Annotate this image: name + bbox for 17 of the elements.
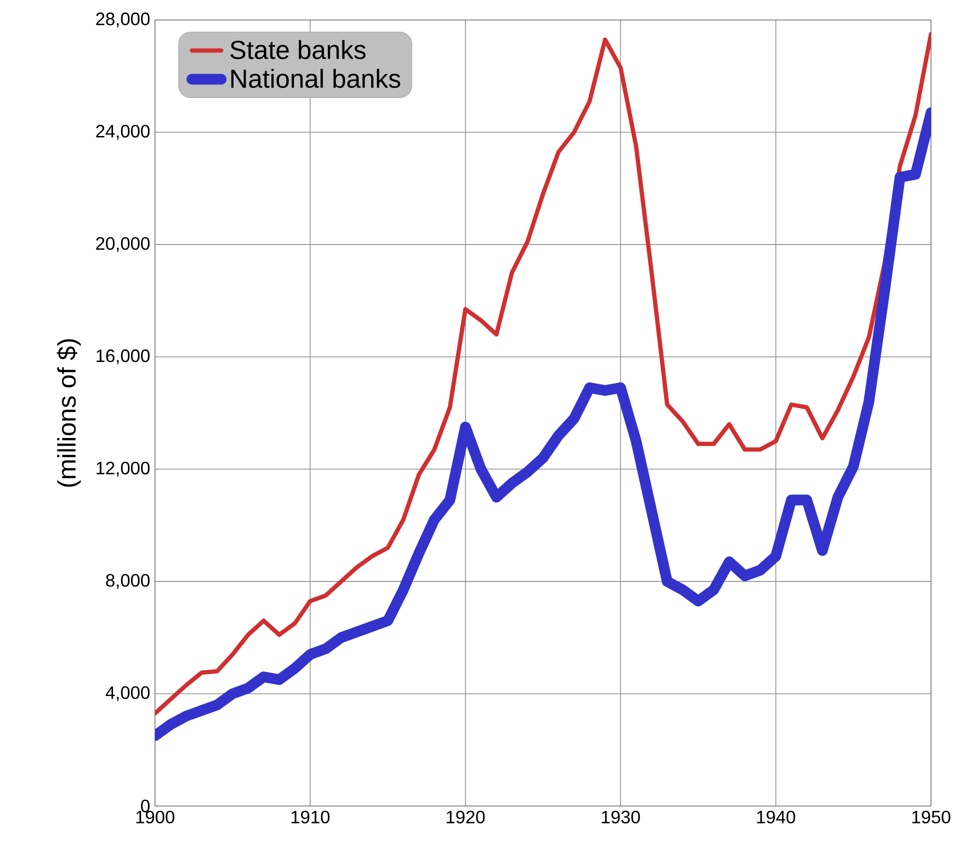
y-axis-title: (millions of $) <box>56 339 81 487</box>
y-tick-label: 0 <box>141 800 150 812</box>
x-tick-label: 1920 <box>446 810 485 824</box>
x-tick-label: 1940 <box>757 810 796 824</box>
legend-label: National banks <box>231 68 400 88</box>
x-tick-label: 1910 <box>292 810 330 824</box>
legend-label: State banks <box>230 40 366 60</box>
y-tick-label: 24,000 <box>96 124 150 140</box>
y-tick-label: 20,000 <box>96 237 150 252</box>
y-tick-label: 28,000 <box>96 12 150 28</box>
y-tick-label: 8,000 <box>106 574 150 589</box>
x-tick-label: 1900 <box>136 810 174 824</box>
x-tick-label: 1950 <box>912 810 950 824</box>
y-tick-label: 12,000 <box>96 462 150 477</box>
x-tick-label: 1930 <box>602 810 640 824</box>
y-tick-label: 4,000 <box>106 686 150 702</box>
y-tick-label: 16,000 <box>96 349 150 364</box>
